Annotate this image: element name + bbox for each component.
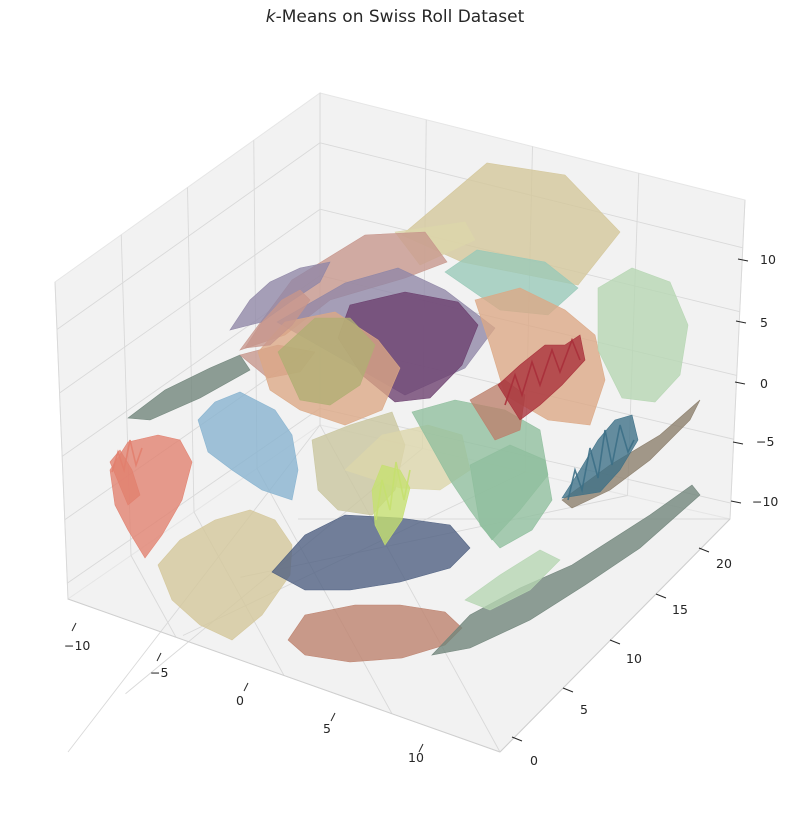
cluster-surface bbox=[277, 317, 376, 406]
cluster-surface bbox=[497, 334, 586, 421]
y-tick-mark bbox=[511, 736, 523, 742]
x-tick-mark bbox=[71, 622, 77, 632]
z-tick-mark bbox=[732, 441, 744, 445]
cluster-surface bbox=[469, 444, 553, 549]
x-tick-label: −5 bbox=[150, 665, 168, 680]
x-tick-mark bbox=[330, 712, 336, 722]
y-tick-label: 15 bbox=[672, 602, 688, 617]
cluster-surfaces bbox=[109, 162, 701, 663]
x-tick-mark bbox=[243, 682, 249, 692]
x-tick-mark bbox=[418, 743, 424, 753]
cluster-surface bbox=[109, 434, 193, 559]
z-tick-mark bbox=[734, 381, 746, 385]
cluster-surface bbox=[244, 289, 311, 349]
spiky-surface-edge bbox=[567, 424, 635, 501]
grid-line bbox=[56, 142, 321, 330]
y-axis-line bbox=[499, 518, 731, 753]
y-tick-label: 0 bbox=[530, 753, 538, 768]
cluster-surface bbox=[464, 549, 561, 611]
grid-line bbox=[729, 199, 746, 520]
spiky-surface-edge bbox=[111, 439, 143, 474]
spiky-surface-edge bbox=[375, 461, 411, 521]
tick-labels: −10 −5 0 5 10 0 5 10 15 20 10 5 0 −5 −10 bbox=[64, 252, 778, 768]
chart-title: k-Means on Swiss Roll Dataset bbox=[0, 7, 790, 27]
z-tick-label: 5 bbox=[760, 315, 768, 330]
z-tick-label: 10 bbox=[760, 252, 776, 267]
x-axis-line bbox=[67, 598, 501, 753]
z-tick-label: −10 bbox=[752, 494, 778, 509]
cluster-surface bbox=[597, 267, 689, 403]
z-tick-label: 0 bbox=[760, 376, 768, 391]
x-tick-label: 5 bbox=[323, 721, 331, 736]
x-tick-mark bbox=[156, 652, 162, 662]
y-tick-mark bbox=[562, 687, 574, 693]
spiky-surface-edge bbox=[504, 337, 581, 406]
x-tick-label: −10 bbox=[64, 638, 90, 653]
x-tick-label: 10 bbox=[408, 750, 424, 765]
y-tick-mark bbox=[609, 639, 621, 645]
title-rest: -Means on Swiss Roll Dataset bbox=[275, 7, 525, 27]
axes bbox=[67, 518, 731, 753]
z-tick-label: −5 bbox=[756, 434, 774, 449]
y-tick-label: 5 bbox=[580, 702, 588, 717]
z-tick-mark bbox=[730, 500, 742, 504]
z-tick-mark bbox=[735, 320, 747, 324]
tick-marks bbox=[71, 258, 749, 753]
grid-line bbox=[256, 468, 393, 714]
cluster-surface bbox=[561, 414, 639, 499]
cluster-surface bbox=[127, 354, 251, 421]
grid-line bbox=[130, 555, 177, 638]
grid-line bbox=[54, 281, 69, 600]
grid-line bbox=[59, 208, 321, 394]
title-k: k bbox=[265, 7, 276, 27]
y-tick-label: 10 bbox=[626, 651, 642, 666]
y-tick-mark bbox=[698, 547, 710, 553]
z-tick-mark bbox=[737, 258, 749, 262]
cluster-surface bbox=[197, 391, 299, 501]
x-tick-label: 0 bbox=[236, 693, 244, 708]
grid-line bbox=[187, 187, 195, 513]
y-tick-label: 20 bbox=[716, 556, 732, 571]
y-tick-mark bbox=[655, 593, 667, 599]
cluster-surface bbox=[271, 514, 471, 591]
